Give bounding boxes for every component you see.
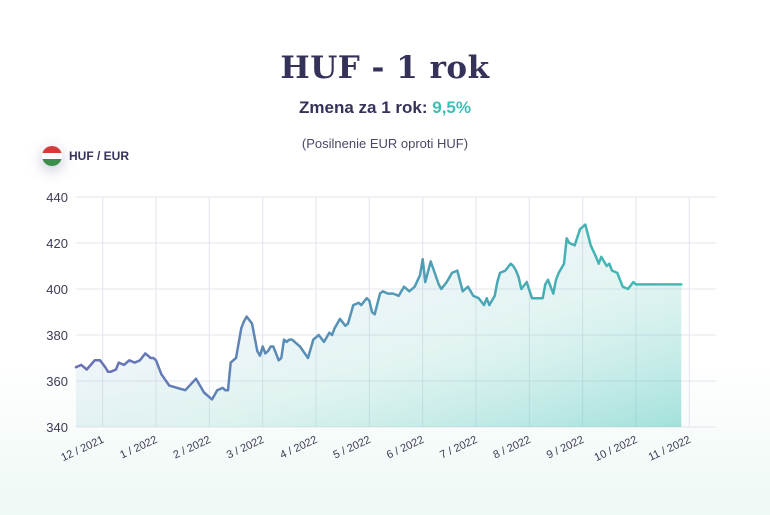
x-tick-label: 5 / 2022 xyxy=(331,434,372,462)
x-tick-label: 10 / 2022 xyxy=(593,434,640,464)
y-tick-label: 360 xyxy=(46,374,68,389)
change-summary: Zmena za 1 rok: 9,5% xyxy=(0,98,770,118)
chart-title: HUF - 1 rok xyxy=(280,50,490,86)
series-area xyxy=(76,224,682,427)
x-tick-label: 3 / 2022 xyxy=(225,434,266,462)
flag-stripe-white xyxy=(42,152,62,160)
x-tick-label: 6 / 2022 xyxy=(385,434,426,462)
x-tick-label: 7 / 2022 xyxy=(438,434,479,462)
y-tick-label: 380 xyxy=(46,328,68,343)
currency-pair: HUF / EUR xyxy=(42,145,129,167)
y-axis: 340 360 380 400 420 440 xyxy=(46,190,68,435)
x-tick-label: 12 / 2021 xyxy=(59,434,106,464)
flag-stripe-green xyxy=(42,159,62,166)
y-tick-label: 400 xyxy=(46,282,68,297)
y-tick-label: 440 xyxy=(46,190,68,205)
x-tick-label: 1 / 2022 xyxy=(118,434,159,462)
currency-pair-label: HUF / EUR xyxy=(69,149,129,163)
series-line xyxy=(74,223,683,401)
x-tick-label: 2 / 2022 xyxy=(171,434,212,462)
change-label: Zmena za 1 rok: xyxy=(299,98,428,117)
hungary-flag-icon xyxy=(42,146,62,166)
x-axis: 12 / 2021 1 / 2022 2 / 2022 3 / 2022 4 / 202… xyxy=(59,434,692,464)
chart-note: (Posilnenie EUR oproti HUF) xyxy=(301,136,469,151)
change-value: 9,5% xyxy=(432,98,471,117)
x-tick-label: 8 / 2022 xyxy=(491,434,532,462)
x-tick-label: 11 / 2022 xyxy=(647,434,693,464)
y-tick-label: 420 xyxy=(46,236,68,251)
y-tick-label: 340 xyxy=(46,420,68,435)
x-tick-label: 9 / 2022 xyxy=(545,434,586,462)
x-tick-label: 4 / 2022 xyxy=(278,434,319,462)
flag-stripe-red xyxy=(42,146,62,153)
